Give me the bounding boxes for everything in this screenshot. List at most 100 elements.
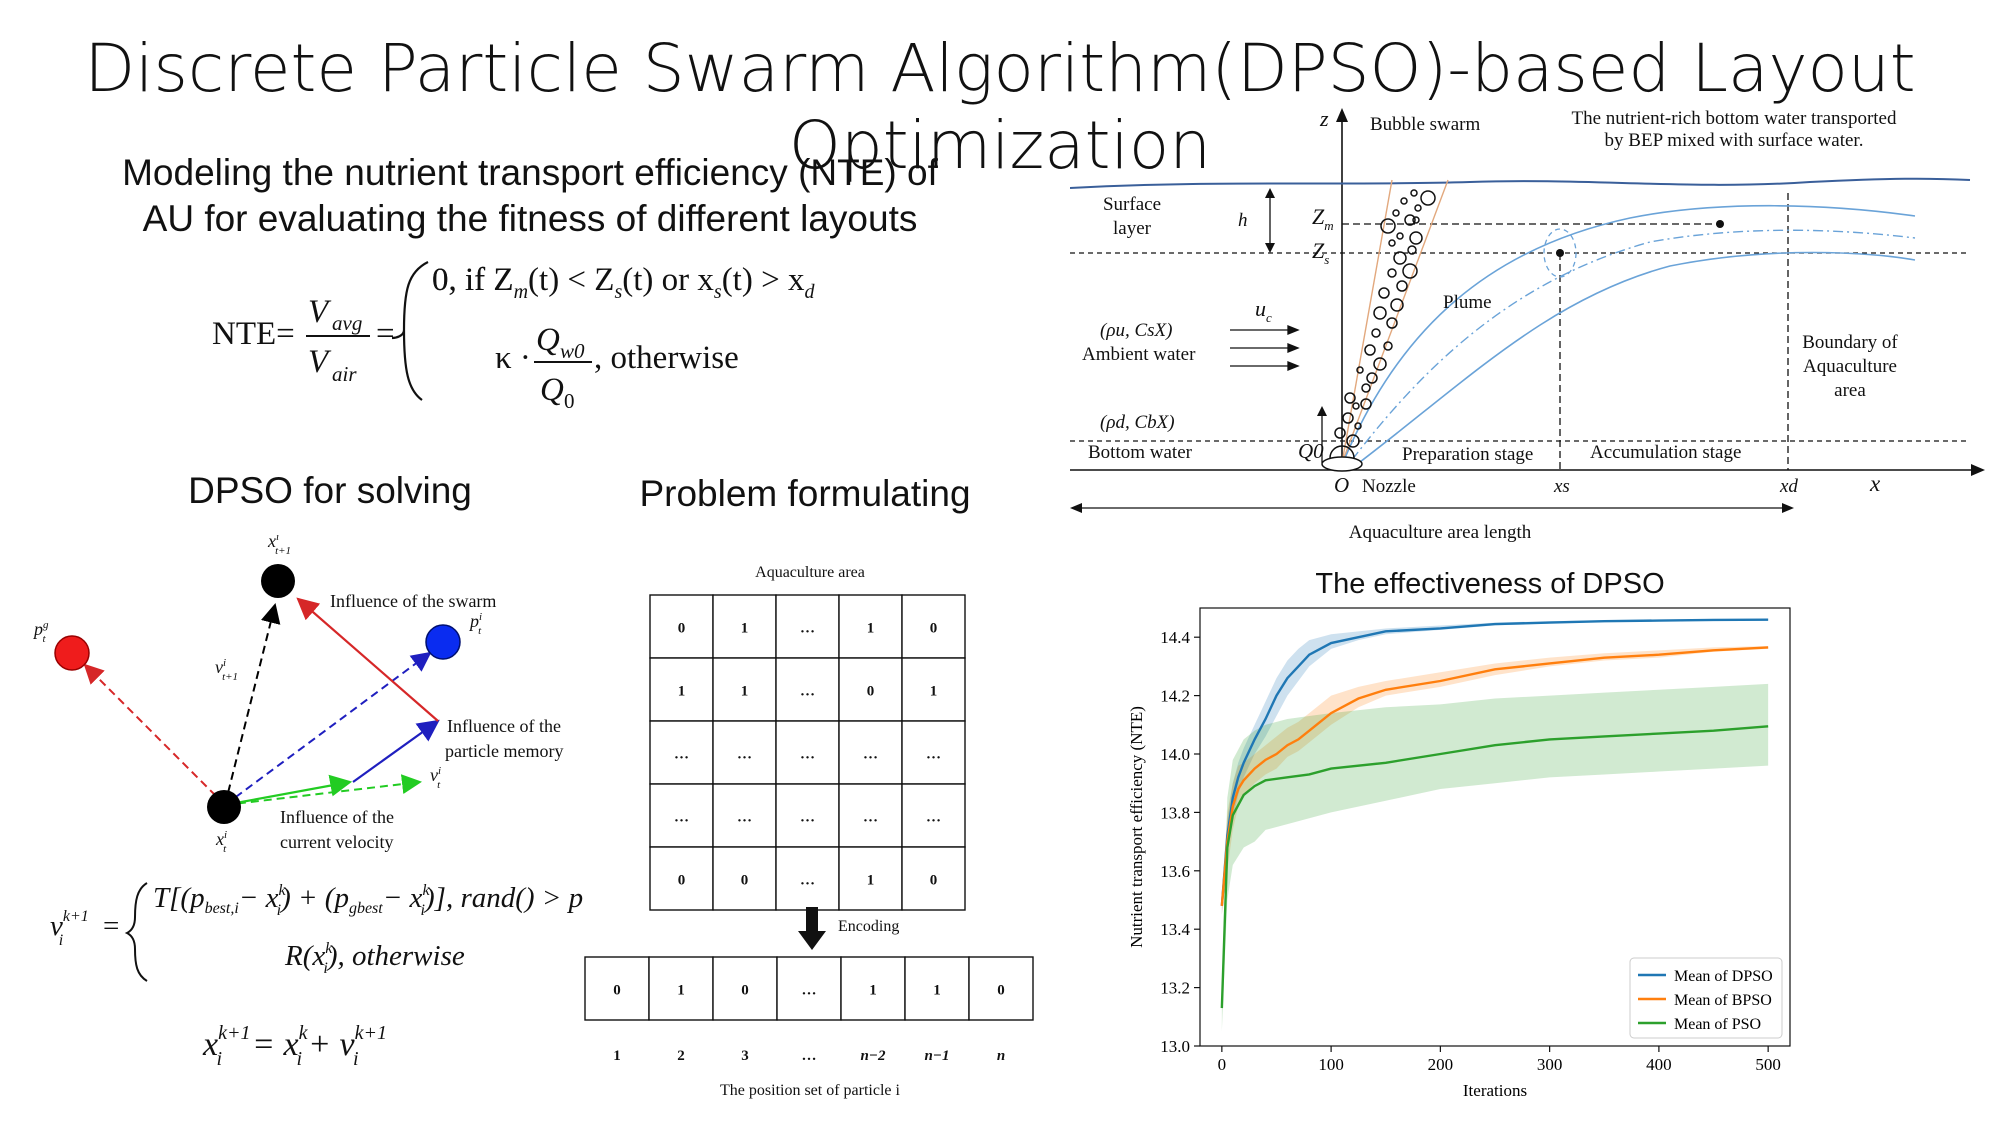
x-tick-label: 500	[1755, 1055, 1781, 1074]
update-case1: T[(pbest,i− xk i) + (pgbest− xk i)], rand(…	[153, 882, 583, 919]
nozzle-label: Nozzle	[1362, 476, 1416, 497]
encoded-cell	[968, 956, 1034, 1021]
x-tick-label: 0	[1218, 1055, 1227, 1074]
v-lhs: vk+1 i	[50, 908, 89, 949]
transport-note-2: by BEP mixed with surface water.	[1605, 130, 1864, 151]
q0-label: Q0	[1298, 439, 1324, 463]
position-set-label: The position set of particle i	[720, 1082, 901, 1099]
y-tick-label: 14.2	[1160, 687, 1190, 706]
grid-cell-value: …	[674, 747, 689, 763]
layout-grid-figure: Aquaculture area 0 1 … 1 0 1 1 … 0 1 … … … … … … … … … … 0 0 ……	[584, 564, 1034, 1099]
grid-cell	[649, 783, 714, 848]
x-axis-arrow	[1971, 464, 1985, 476]
global-best-particle	[54, 635, 90, 671]
nte-kappa: κ ·	[495, 340, 531, 376]
surface-layer-label-1: Surface	[1103, 194, 1161, 215]
svg-text:=: =	[103, 910, 119, 942]
p-global-label: pg t	[32, 619, 49, 645]
accum-stage-label: Accumulation stage	[1590, 442, 1741, 463]
index-label: n−2	[861, 1048, 886, 1064]
x-axis-label: Iterations	[1463, 1081, 1527, 1100]
xs-label: xs	[1553, 476, 1570, 497]
xd-label: xd	[1779, 476, 1798, 497]
x-tick-label: 400	[1646, 1055, 1672, 1074]
arrow-swarm-component	[296, 597, 439, 722]
ambient-water-label: Ambient water	[1082, 344, 1196, 365]
grid-cell	[712, 783, 777, 848]
grid-cell-value: …	[737, 747, 752, 763]
h-label: h	[1238, 210, 1248, 231]
grid-cell-value: …	[800, 873, 815, 889]
grid-cell-value: …	[800, 810, 815, 826]
index-label: 2	[677, 1048, 685, 1064]
nte-den: V	[308, 344, 332, 380]
grid-cell-value: 0	[930, 621, 938, 637]
index-label: n−1	[925, 1048, 950, 1064]
nte-q-den: Q	[540, 372, 564, 408]
plume-inner-curve	[1359, 251, 1916, 463]
cone-right-edge	[1341, 179, 1449, 464]
y-tick-label: 13.4	[1160, 920, 1190, 939]
dpso-heading: DPSO for solving	[188, 470, 472, 511]
encoded-cell	[776, 956, 842, 1021]
update-brace	[124, 882, 148, 982]
velocity-influence-label-2: current velocity	[280, 832, 393, 852]
effectiveness-heading: The effectiveness of DPSO	[1315, 568, 1665, 600]
swarm-influence-label: Influence of the swarm	[330, 591, 496, 611]
y-tick-label: 13.2	[1160, 979, 1190, 998]
encoded-cell-value: 1	[677, 983, 685, 999]
grid-cell	[838, 594, 903, 659]
grid-cell-value: …	[926, 810, 941, 826]
nte-formula: NTE= V avg V air = 0, if Z 0, if Zm(t) <…	[212, 261, 815, 413]
prep-stage-label: Preparation stage	[1402, 444, 1533, 465]
problem-heading: Problem formulating	[639, 473, 971, 514]
legend	[1629, 957, 1783, 1039]
grid-cell	[649, 846, 714, 911]
series-line	[1220, 725, 1769, 1009]
zm-label: Zm	[1312, 204, 1334, 233]
origin-label: O	[1334, 473, 1349, 497]
ambient-params: (ρu, CsX)	[1100, 320, 1172, 341]
nte-q-den-sub: 0	[564, 389, 575, 413]
svg-text:0, if Z: 0, if Z	[432, 262, 514, 298]
legend-label: Mean of DPSO	[1674, 968, 1773, 985]
current-particle	[207, 790, 241, 824]
cone-left-edge	[1341, 179, 1393, 464]
nte-den-sub: air	[332, 362, 357, 386]
y-axis-label: Nutrient transport efficiency (NTE)	[1127, 706, 1146, 948]
grid-cell	[649, 720, 714, 785]
slide-title: Discrete Particle Swarm Algorithm(DPSO)-…	[84, 30, 1916, 184]
grid-cell	[901, 657, 966, 722]
grid-cell	[838, 846, 903, 911]
index-label: n	[997, 1048, 1005, 1064]
uc-label: uc	[1255, 296, 1272, 325]
legend-label: Mean of PSO	[1674, 1016, 1761, 1033]
aquaculture-area-label: Aquaculture area	[755, 564, 865, 581]
x-tick-label: 300	[1537, 1055, 1563, 1074]
grid-cell-value: …	[800, 747, 815, 763]
water-surface	[1070, 177, 1971, 189]
grid-cell	[901, 594, 966, 659]
boundary-label-1: Boundary of	[1802, 332, 1898, 353]
grid-cell-value: 0	[678, 621, 686, 637]
memory-influence-label-2: particle memory	[445, 741, 563, 761]
grid-cell-value: 0	[741, 873, 749, 889]
svg-text:=: =	[376, 316, 395, 352]
grid-cell	[712, 657, 777, 722]
encoding-arrow-head	[798, 931, 826, 950]
encoded-cell	[712, 956, 778, 1021]
encoded-cell	[584, 956, 650, 1021]
grid-cell	[838, 783, 903, 848]
boundary-label-3: area	[1834, 380, 1866, 401]
nte-case1: 0, if Z	[432, 262, 514, 298]
arrow-memory-component	[352, 719, 440, 783]
legend-label: Mean of BPSO	[1674, 992, 1772, 1009]
series-line	[1220, 646, 1769, 906]
ambient-arrows	[1230, 325, 1300, 371]
grid-cell-value: 1	[741, 621, 749, 637]
arrow-velocity-component	[224, 774, 353, 807]
v-current-label: vi t	[430, 765, 441, 791]
encoded-cell-value: …	[802, 983, 817, 999]
grid-cell-value: …	[926, 747, 941, 763]
nte-lhs: NTE=	[212, 316, 295, 352]
